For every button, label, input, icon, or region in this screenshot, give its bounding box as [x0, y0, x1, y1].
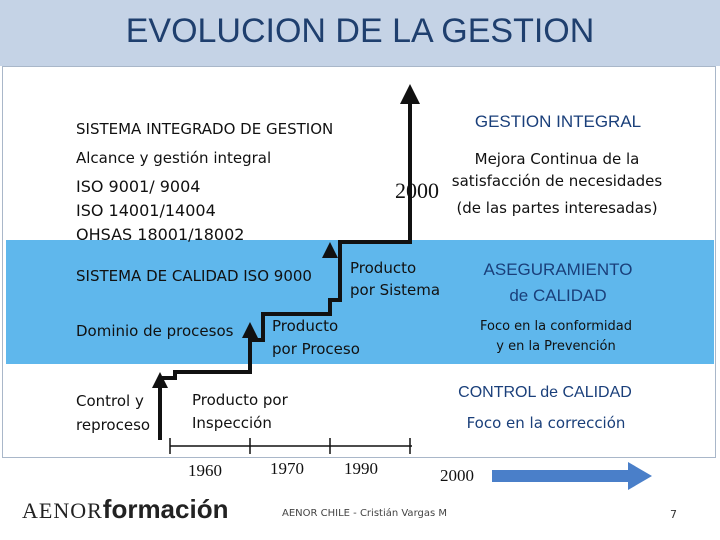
control-title: CONTROL de CALIDAD: [458, 384, 632, 401]
step-arrow-system: [322, 242, 338, 258]
footer-credit: AENOR CHILE - Cristián Vargas M: [282, 508, 447, 519]
staircase-line: [158, 98, 412, 440]
year-1960: 1960: [188, 461, 222, 480]
step-arrow-inspection: [152, 372, 168, 388]
year-2000: 2000: [440, 466, 474, 485]
standard-ohsas: OHSAS 18001/18002: [76, 225, 245, 244]
assurance-desc-1: Foco en la conformidad: [479, 319, 632, 334]
future-arrow-head: [628, 462, 652, 490]
quality-system-heading: SISTEMA DE CALIDAD ISO 9000: [76, 267, 312, 285]
control-desc: Foco en la corrección: [466, 414, 626, 432]
year-2000-label: 2000: [395, 178, 439, 203]
step-label-system-1: Producto: [350, 259, 417, 277]
step-label-process-2: por Proceso: [272, 340, 360, 358]
title-bar: [0, 0, 720, 66]
standard-iso9001: ISO 9001/ 9004: [76, 177, 201, 196]
integrated-desc-1: Mejora Continua de la: [474, 150, 640, 168]
aenor-formacion-logo: AENORformación: [22, 494, 228, 525]
step-label-system-2: por Sistema: [350, 281, 441, 299]
page-number: 7: [670, 508, 677, 521]
standard-iso14001: ISO 14001/14004: [76, 201, 216, 220]
inspection-heading-2: reproceso: [76, 416, 151, 434]
assurance-title-1: ASEGURAMIENTO: [483, 260, 633, 279]
slide-title: EVOLUCION DE LA GESTION: [125, 12, 595, 50]
integrated-subheading: Alcance y gestión integral: [76, 149, 272, 167]
inspection-heading-1: Control y: [76, 392, 144, 410]
assurance-desc-2: y en la Prevención: [496, 339, 616, 354]
integrated-desc-2: satisfacción de necesidades: [451, 172, 663, 190]
integrated-heading: SISTEMA INTEGRADO DE GESTION: [76, 120, 334, 138]
process-heading: Dominio de procesos: [76, 322, 234, 340]
integrated-desc-3: (de las partes interesadas): [456, 199, 658, 217]
logo-part-formacion: formación: [102, 494, 229, 524]
assurance-title-2: de CALIDAD: [509, 286, 607, 305]
step-label-inspection-1: Producto por: [192, 391, 288, 409]
step-label-inspection-2: Inspección: [192, 414, 272, 432]
step-arrow-process: [242, 322, 258, 338]
integrated-right-title: GESTION INTEGRAL: [474, 112, 642, 131]
content-frame: [2, 66, 716, 458]
year-1970: 1970: [270, 459, 304, 478]
step-label-process-1: Producto: [272, 317, 339, 335]
quality-system-band: [6, 240, 714, 364]
top-arrow: [400, 84, 420, 104]
year-1990: 1990: [344, 459, 378, 478]
logo-part-aenor: AENOR: [22, 498, 103, 523]
